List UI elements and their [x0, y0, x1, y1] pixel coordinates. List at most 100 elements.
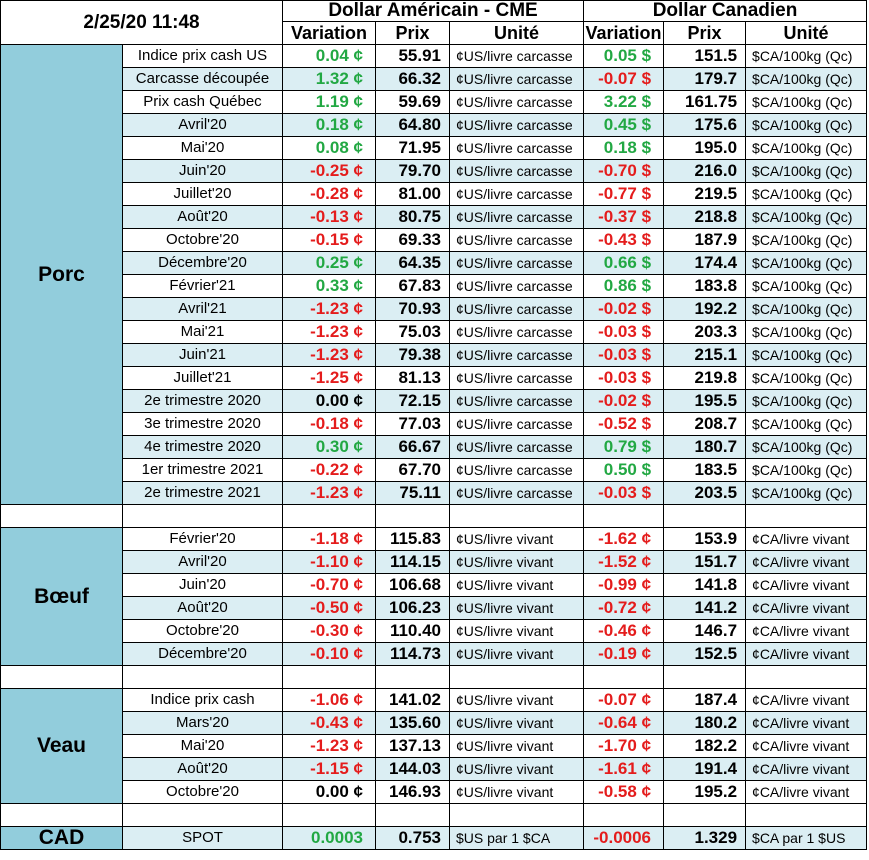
us-variation: -1.06 ¢: [282, 688, 376, 712]
category-cad: CAD: [0, 826, 123, 850]
cad-spot-row: CAD SPOT 0.0003 0.753 $US par 1 $CA -0.0006 1.…: [0, 826, 868, 850]
ca-unit: $CA/100kg (Qc): [745, 366, 868, 390]
ca-variation: -0.03 $: [583, 343, 665, 367]
row-label: SPOT: [122, 826, 283, 850]
ca-price: 151.7: [663, 550, 747, 574]
empty-cell: [282, 504, 376, 528]
empty-cell: [745, 665, 868, 689]
ca-unit: $CA/100kg (Qc): [745, 412, 868, 436]
ca-price: 192.2: [663, 297, 747, 321]
us-unit: ¢US/livre vivant: [448, 757, 585, 781]
ca-unit: $CA/100kg (Qc): [745, 44, 868, 68]
ca-unit: ¢CA/livre vivant: [745, 642, 868, 666]
us-unit: ¢US/livre vivant: [448, 780, 585, 804]
us-unit: ¢US/livre carcasse: [448, 435, 585, 459]
us-unit: ¢US/livre vivant: [448, 734, 585, 758]
ca-unit: $CA/100kg (Qc): [745, 159, 868, 183]
ca-price: 183.5: [663, 458, 747, 482]
us-unit: ¢US/livre carcasse: [448, 251, 585, 275]
us-variation: 0.00 ¢: [282, 389, 376, 413]
row-label: Juillet'21: [122, 366, 283, 390]
ca-price: 161.75: [663, 90, 747, 114]
ca-variation: -0.03 $: [583, 366, 665, 390]
ca-price: 215.1: [663, 343, 747, 367]
us-price: 137.13: [375, 734, 450, 758]
row-label: Avril'20: [122, 550, 283, 574]
empty-cell: [282, 803, 376, 827]
us-price: 81.13: [375, 366, 450, 390]
row-label: Octobre'20: [122, 619, 283, 643]
table-row: Bœuf Février'20 -1.18 ¢ 115.83 ¢US/livre viv…: [0, 527, 868, 666]
us-price: 59.69: [375, 90, 450, 114]
table-row: Août'20 -1.15 ¢ 144.03 ¢US/livre vivant -1.6…: [1, 757, 868, 781]
ca-variation: 3.22 $: [583, 90, 665, 114]
ca-unit: ¢CA/livre vivant: [745, 527, 868, 551]
us-dollar-group-header: Dollar Américain - CME: [281, 0, 585, 22]
empty-cell: [375, 803, 450, 827]
us-variation: -0.15 ¢: [282, 228, 376, 252]
ca-unit-header: Unité: [745, 21, 868, 45]
us-unit: ¢US/livre carcasse: [448, 182, 585, 206]
ca-price: 219.5: [663, 182, 747, 206]
us-variation: 0.25 ¢: [282, 251, 376, 275]
us-price: 66.32: [375, 67, 450, 91]
us-unit: ¢US/livre carcasse: [448, 412, 585, 436]
us-variation: -0.22 ¢: [282, 458, 376, 482]
row-label: Mai'20: [122, 136, 283, 160]
ca-variation: -0.07 ¢: [583, 688, 665, 712]
table-row: Février'21 0.33 ¢ 67.83 ¢US/livre carcasse 0…: [1, 274, 868, 298]
ca-unit: $CA/100kg (Qc): [745, 343, 868, 367]
us-price: 75.11: [375, 481, 450, 505]
ca-unit: $CA/100kg (Qc): [745, 228, 868, 252]
us-price: 64.35: [375, 251, 450, 275]
ca-unit: $CA/100kg (Qc): [745, 274, 868, 298]
row-label: Mai'20: [122, 734, 283, 758]
table-row: Octobre'20 -0.30 ¢ 110.40 ¢US/livre vivant -…: [1, 619, 868, 643]
empty-cell: [0, 665, 123, 689]
ca-variation: -0.70 $: [583, 159, 665, 183]
us-unit: ¢US/livre carcasse: [448, 274, 585, 298]
us-variation: 0.04 ¢: [282, 44, 376, 68]
us-price: 135.60: [375, 711, 450, 735]
us-unit: ¢US/livre vivant: [448, 527, 585, 551]
category-0: Porc: [0, 44, 123, 505]
ca-variation-header: Variation: [583, 21, 665, 45]
us-variation: 0.08 ¢: [282, 136, 376, 160]
us-unit-header: Unité: [448, 21, 585, 45]
us-unit: ¢US/livre carcasse: [448, 113, 585, 137]
us-unit: ¢US/livre carcasse: [448, 297, 585, 321]
ca-variation: -0.43 $: [583, 228, 665, 252]
ca-price: 175.6: [663, 113, 747, 137]
empty-cell: [448, 665, 585, 689]
us-price: 106.23: [375, 596, 450, 620]
ca-price: 151.5: [663, 44, 747, 68]
empty-cell: [583, 803, 665, 827]
ca-variation: 0.05 $: [583, 44, 665, 68]
us-unit: ¢US/livre vivant: [448, 711, 585, 735]
ca-variation: -0.07 $: [583, 67, 665, 91]
table-row: Avril'20 -1.10 ¢ 114.15 ¢US/livre vivant -1.…: [1, 550, 868, 574]
empty-cell: [122, 665, 283, 689]
category-1: Bœuf: [0, 527, 123, 666]
us-unit: ¢US/livre vivant: [448, 596, 585, 620]
row-label: Février'20: [122, 527, 283, 551]
row-label: Indice prix cash US: [122, 44, 283, 68]
us-variation: -0.10 ¢: [282, 642, 376, 666]
ca-variation: -0.37 $: [583, 205, 665, 229]
ca-unit: ¢CA/livre vivant: [745, 780, 868, 804]
us-unit: ¢US/livre carcasse: [448, 458, 585, 482]
table-row: Mai'21 -1.23 ¢ 75.03 ¢US/livre carcasse -0.0…: [1, 320, 868, 344]
ca-price: 187.4: [663, 688, 747, 712]
row-label: 4e trimestre 2020: [122, 435, 283, 459]
empty-cell: [122, 803, 283, 827]
ca-variation: -0.0006: [583, 826, 665, 850]
us-variation: -1.23 ¢: [282, 734, 376, 758]
us-variation: -1.23 ¢: [282, 481, 376, 505]
ca-variation: -0.64 ¢: [583, 711, 665, 735]
row-label: Carcasse découpée: [122, 67, 283, 91]
table-row: Juin'21 -1.23 ¢ 79.38 ¢US/livre carcasse -0.…: [1, 343, 868, 367]
ca-variation: -1.62 ¢: [583, 527, 665, 551]
table-row: Août'20 -0.13 ¢ 80.75 ¢US/livre carcasse -0.…: [1, 205, 868, 229]
ca-unit: ¢CA/livre vivant: [745, 596, 868, 620]
empty-cell: [448, 504, 585, 528]
